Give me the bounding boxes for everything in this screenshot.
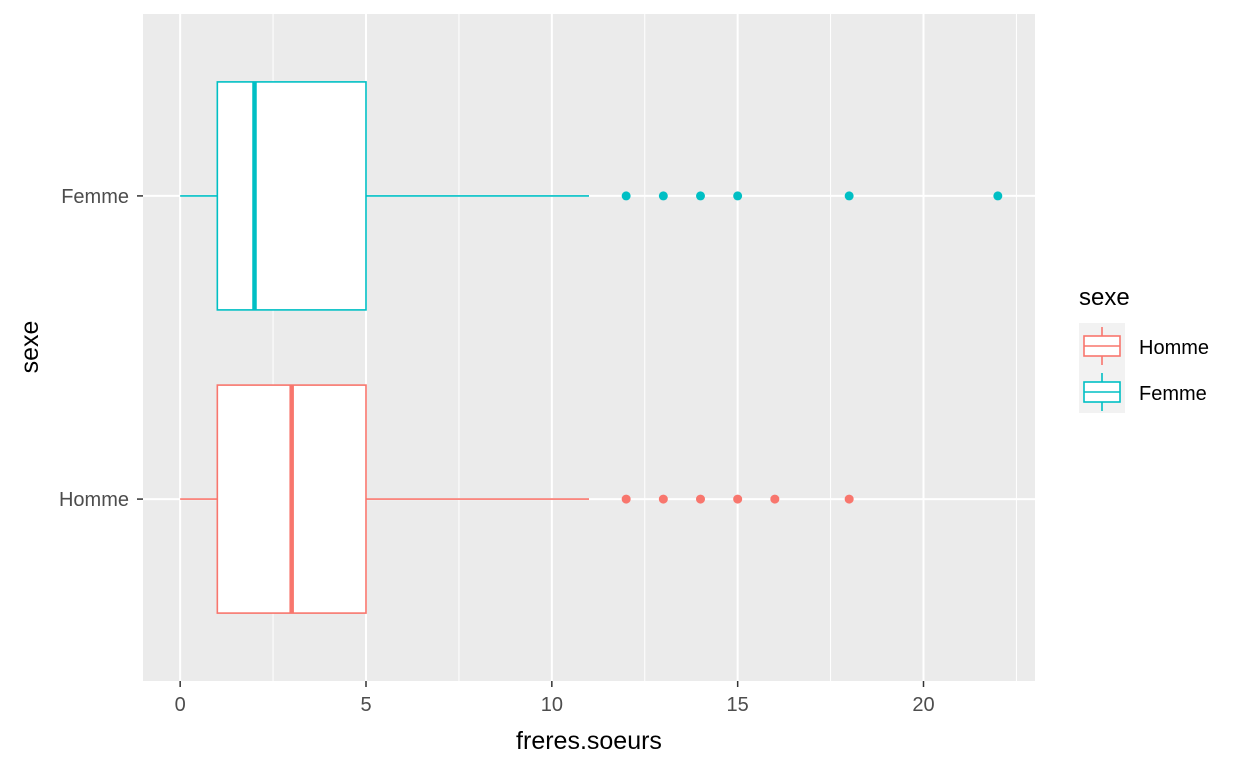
outlier-point	[844, 191, 854, 201]
x-tick-label: 5	[360, 694, 371, 716]
outlier-point	[696, 494, 705, 504]
outlier-point	[733, 191, 743, 201]
box-iqr	[216, 81, 367, 311]
boxes	[180, 81, 1003, 614]
legend-label: Homme	[1139, 337, 1209, 359]
outlier-point	[658, 494, 668, 504]
y-tick-label: Femme	[61, 186, 129, 208]
x-tick-label: 20	[912, 694, 934, 716]
legend-title: sexe	[1079, 284, 1130, 311]
outlier-point	[621, 494, 631, 504]
y-axis: Homme Femme	[59, 186, 143, 511]
legend-entry-femme: Femme	[1083, 373, 1207, 411]
x-tick-label: 10	[541, 694, 563, 716]
legend-entry-homme: Homme	[1083, 327, 1209, 365]
x-axis: 0 5 10 15 20	[175, 681, 935, 716]
y-tick-label: Homme	[59, 489, 129, 511]
legend-entries: Homme Femme	[1079, 323, 1209, 413]
outlier-point	[658, 191, 668, 201]
outlier-point	[844, 494, 854, 504]
box-femme	[180, 81, 1003, 311]
x-tick-label: 0	[175, 694, 186, 716]
outlier-point	[770, 494, 780, 504]
y-axis-title: sexe	[16, 321, 44, 374]
box-homme	[180, 384, 854, 614]
outlier-point	[993, 191, 1003, 201]
outlier-point	[621, 191, 631, 201]
x-axis-title: freres.soeurs	[516, 727, 662, 755]
legend-label: Femme	[1139, 383, 1207, 405]
x-tick-label: 15	[727, 694, 749, 716]
outlier-point	[696, 191, 705, 201]
legend: sexe Homme Femme	[1079, 284, 1209, 413]
outlier-point	[733, 494, 743, 504]
